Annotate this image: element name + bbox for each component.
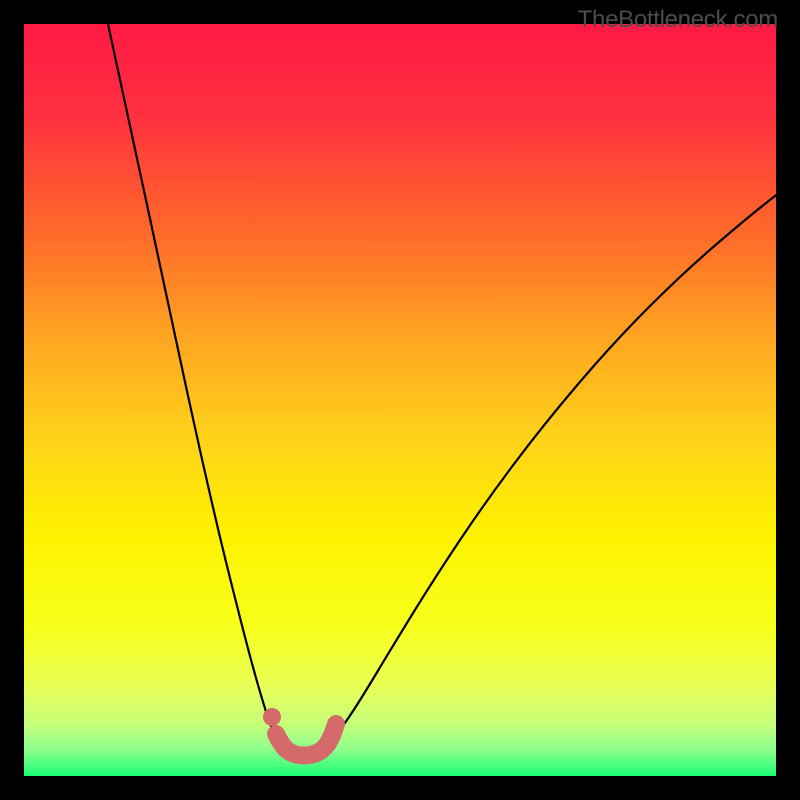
plot-area (24, 24, 776, 776)
chart-container: TheBottleneck.com (0, 0, 800, 800)
watermark-text: TheBottleneck.com (578, 6, 778, 34)
plot-svg (24, 24, 776, 776)
